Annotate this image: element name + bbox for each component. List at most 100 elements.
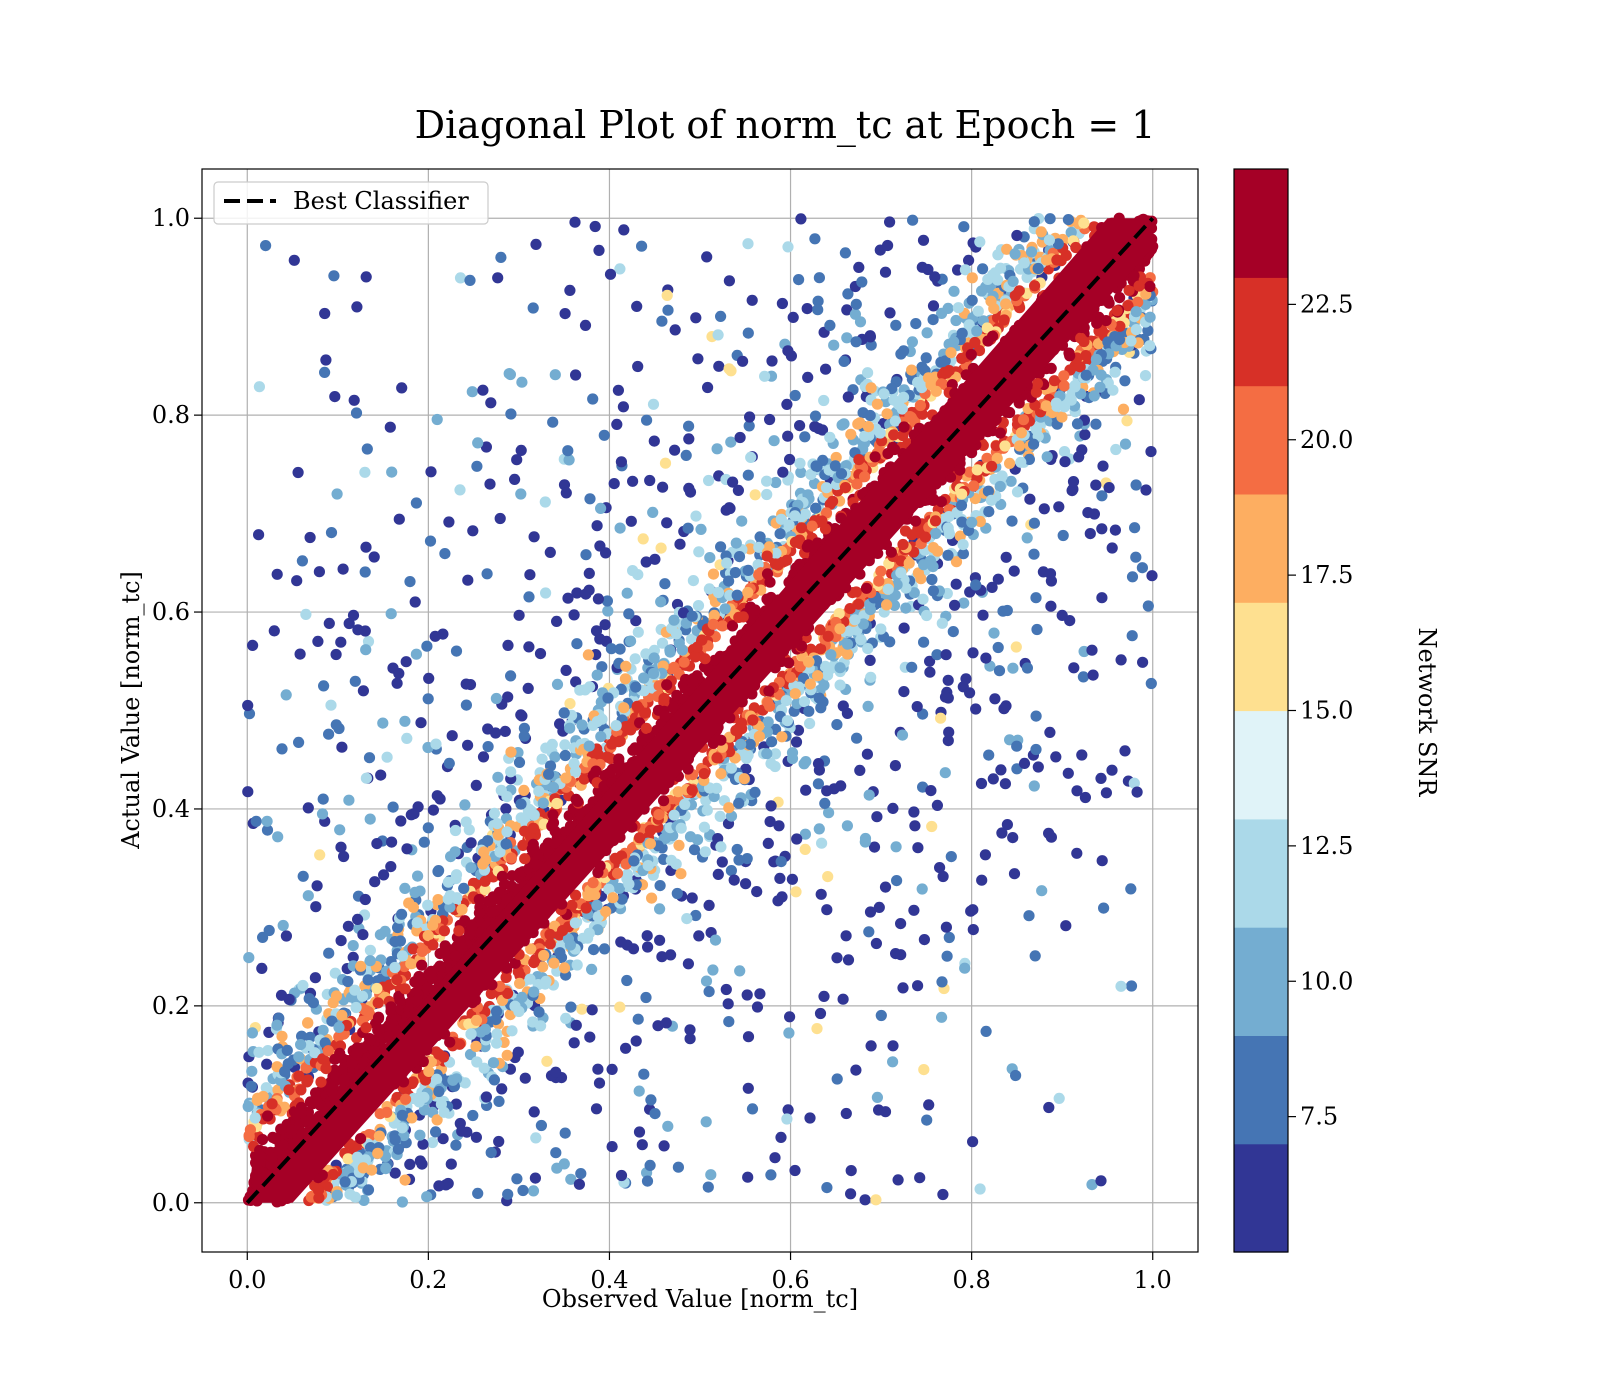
scatter-point xyxy=(456,903,468,916)
scatter-point xyxy=(523,641,535,653)
scatter-point xyxy=(983,749,995,761)
scatter-point xyxy=(1130,479,1142,491)
scatter-point xyxy=(915,573,927,585)
scatter-point xyxy=(316,808,329,820)
scatter-point xyxy=(430,738,442,750)
scatter-point xyxy=(936,617,948,629)
scatter-point xyxy=(495,784,507,796)
scatter-point xyxy=(664,644,676,656)
scatter-point xyxy=(1087,669,1099,681)
scatter-point xyxy=(821,904,833,916)
scatter-point xyxy=(842,391,854,403)
scatter-point xyxy=(838,355,850,367)
scatter-point xyxy=(1014,440,1026,452)
scatter-point xyxy=(641,1175,654,1187)
scatter-point xyxy=(618,702,630,714)
scatter-point xyxy=(994,480,1006,493)
scatter-point xyxy=(631,700,643,712)
scatter-point xyxy=(665,949,677,961)
scatter-point xyxy=(438,1106,450,1118)
scatter-point xyxy=(1029,950,1041,962)
scatter-point xyxy=(831,1073,843,1085)
scatter-point xyxy=(824,319,836,331)
scatter-point xyxy=(649,1108,661,1120)
scatter-point xyxy=(1032,262,1044,275)
scatter-point xyxy=(364,813,376,825)
scatter-point xyxy=(318,680,330,692)
scatter-point xyxy=(450,869,463,881)
scatter-point xyxy=(304,531,316,544)
scatter-point xyxy=(839,247,852,259)
scatter-point xyxy=(884,216,896,228)
scatter-point xyxy=(421,1191,433,1203)
scatter-point xyxy=(738,773,750,785)
scatter-point xyxy=(319,307,331,320)
scatter-point xyxy=(1007,832,1019,844)
scatter-point xyxy=(293,736,305,749)
scatter-point xyxy=(754,988,766,1000)
scatter-point xyxy=(396,382,408,394)
scatter-point xyxy=(449,824,462,837)
scatter-point xyxy=(1000,298,1012,310)
scatter-point xyxy=(980,1025,992,1037)
scatter-point xyxy=(683,433,695,445)
scatter-point xyxy=(492,771,504,783)
scatter-point xyxy=(948,336,960,348)
scatter-point xyxy=(859,430,871,442)
scatter-point xyxy=(368,551,380,563)
scatter-point xyxy=(536,753,548,765)
scatter-point xyxy=(724,502,736,515)
scatter-point xyxy=(361,443,373,455)
scatter-point xyxy=(1062,214,1074,226)
scatter-point xyxy=(927,542,940,554)
scatter-point xyxy=(336,741,348,753)
scatter-point xyxy=(328,270,340,282)
scatter-point xyxy=(812,778,825,790)
scatter-point xyxy=(538,949,550,962)
scatter-point xyxy=(864,654,876,667)
scatter-point xyxy=(722,998,734,1010)
scatter-point xyxy=(684,831,697,843)
scatter-point xyxy=(1086,1179,1098,1191)
scatter-point xyxy=(482,723,494,735)
scatter-point xyxy=(873,901,885,914)
scatter-point xyxy=(516,991,528,1004)
scatter-point xyxy=(242,699,254,712)
scatter-point xyxy=(742,1171,754,1183)
scatter-point xyxy=(462,574,474,586)
scatter-point xyxy=(943,510,955,523)
scatter-point xyxy=(766,355,778,367)
scatter-point xyxy=(302,1074,314,1086)
scatter-point xyxy=(834,662,846,674)
scatter-point xyxy=(1129,522,1141,534)
scatter-point xyxy=(1028,548,1040,560)
scatter-point xyxy=(573,1178,586,1190)
scatter-point xyxy=(851,732,863,744)
scatter-point xyxy=(490,1014,502,1026)
scatter-point xyxy=(350,1001,362,1014)
scatter-point xyxy=(839,482,852,494)
scatter-point xyxy=(1128,777,1140,789)
scatter-point xyxy=(980,652,992,664)
scatter-point xyxy=(407,901,419,913)
scatter-point xyxy=(247,639,259,652)
scatter-point xyxy=(372,997,384,1009)
scatter-point xyxy=(1001,819,1014,831)
scatter-point xyxy=(655,542,667,554)
scatter-point xyxy=(381,751,393,763)
scatter-point xyxy=(245,1080,257,1092)
scatter-point xyxy=(775,513,787,525)
scatter-point xyxy=(845,428,857,440)
scatter-point xyxy=(396,1122,408,1134)
scatter-point xyxy=(379,925,391,938)
scatter-point xyxy=(661,517,673,529)
scatter-point xyxy=(478,846,490,858)
scatter-point xyxy=(424,535,437,547)
scatter-point xyxy=(685,633,698,645)
scatter-point xyxy=(765,1169,777,1181)
scatter-point xyxy=(281,1044,293,1056)
scatter-point xyxy=(656,315,668,327)
scatter-point xyxy=(810,460,822,472)
scatter-point xyxy=(280,689,292,701)
scatter-point xyxy=(611,418,623,430)
